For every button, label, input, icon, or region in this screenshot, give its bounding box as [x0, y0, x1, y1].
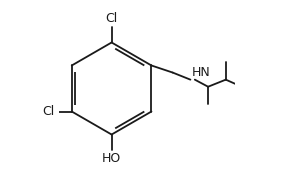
- Text: Cl: Cl: [106, 12, 118, 25]
- Text: Cl: Cl: [42, 105, 54, 118]
- Text: HO: HO: [102, 152, 121, 165]
- Text: HN: HN: [191, 66, 210, 79]
